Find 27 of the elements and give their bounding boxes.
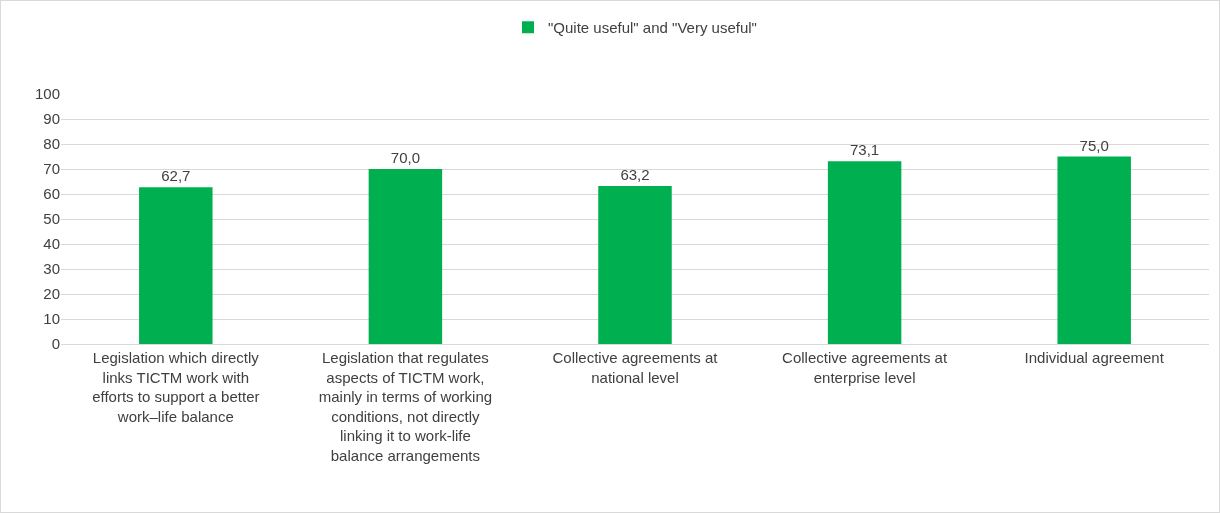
y-tick-label: 0 [51,335,60,353]
bar [827,161,902,344]
y-tick-label: 10 [43,310,60,328]
y-tick-label: 50 [43,210,60,228]
bar [368,169,443,344]
x-tick-label: Legislation that regulates aspects of TICTM work, mainly in terms of working conditions, not directly linking it to work-life balance arrangements [318,349,493,464]
bar [598,186,672,344]
data-label: 75,0 [1079,136,1109,154]
x-tick-label: Individual agreement [1024,349,1165,366]
data-label: 63,2 [620,166,650,183]
y-tick-label: 30 [43,260,60,278]
bar [1057,156,1131,344]
y-tick-label: 20 [43,285,60,303]
y-tick-label: 60 [43,185,60,203]
y-tick-label: 90 [43,110,60,128]
y-tick-label: 100 [34,85,60,103]
x-tick-label: Collective agreements at enterprise level [782,349,948,386]
x-tick-label: Collective agreements at national level [552,349,719,386]
legend-label: "Quite useful" and "Very useful" [548,19,757,37]
data-label: 73,1 [850,141,880,159]
y-tick-label: 40 [43,235,60,253]
data-label: 70,0 [390,149,420,166]
y-tick-label: 70 [43,160,60,178]
x-tick-label: Legislation which directly links TICTM work with efforts to support a better work–life balance [92,349,260,425]
data-label: 62,7 [161,167,191,185]
y-tick-label: 80 [43,135,60,153]
bar [139,187,213,344]
